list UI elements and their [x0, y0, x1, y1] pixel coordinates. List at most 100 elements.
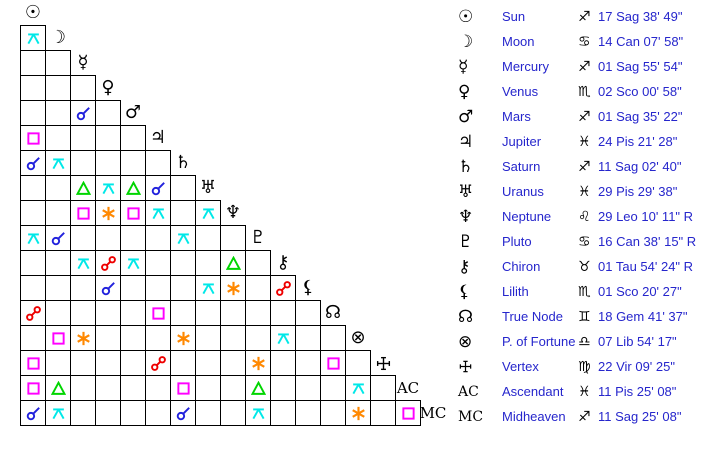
- table-row: ♂ Mars ♐ 01 Sag 35' 22": [458, 104, 682, 129]
- square-aspect-icon: [76, 206, 91, 221]
- opposition-aspect-icon: [100, 255, 116, 271]
- mercury-icon: ☿: [77, 52, 89, 73]
- conjunction-aspect-icon: [76, 106, 91, 121]
- grid-cell-pluto-x-mars: [120, 225, 146, 251]
- sun-icon: ☉: [458, 6, 474, 27]
- planet-name: Chiron: [502, 259, 541, 274]
- grid-cell-midheaven-x-ascendant: [395, 400, 421, 426]
- grid-cell-vertex-x-chiron: [270, 350, 296, 376]
- planet-position: 01 Sag 35' 22": [598, 109, 683, 124]
- square-aspect-icon: [26, 381, 41, 396]
- grid-cell-jupiter-x-moon: [45, 125, 71, 151]
- planet-name: Midheaven: [502, 409, 566, 424]
- zodiac-sign-icon: ♋: [578, 33, 591, 50]
- grid-cell-uranus-x-sun: [20, 175, 46, 201]
- grid-cell-midheaven-x-sun: [20, 400, 46, 426]
- grid-cell-part-of-fortune-x-uranus: [195, 325, 221, 351]
- midheaven-icon: MC: [458, 408, 484, 425]
- grid-cell-pluto-x-saturn: [170, 225, 196, 251]
- grid-cell-midheaven-x-true-node: [320, 400, 346, 426]
- planet-name: True Node: [502, 309, 563, 324]
- quincunx-aspect-icon: [51, 156, 66, 171]
- zodiac-sign-icon: ♏: [578, 283, 591, 300]
- grid-cell-ascendant-x-neptune: [220, 375, 246, 401]
- conjunction-aspect-icon: [26, 406, 41, 421]
- quincunx-aspect-icon: [176, 231, 191, 246]
- planet-name: Vertex: [502, 359, 539, 374]
- grid-cell-true-node-x-neptune: [220, 300, 246, 326]
- zodiac-sign-icon: ♐: [578, 408, 591, 425]
- table-row: ⚸ Lilith ♏ 01 Sco 20' 27": [458, 279, 682, 304]
- quincunx-aspect-icon: [76, 256, 91, 271]
- opposition-aspect-icon: [25, 305, 41, 321]
- grid-cell-chiron-x-jupiter: [145, 250, 171, 276]
- table-row: ♀ Venus ♏ 02 Sco 00' 58": [458, 79, 682, 104]
- zodiac-sign-icon: ♐: [578, 58, 591, 75]
- grid-cell-vertex-x-sun: [20, 350, 46, 376]
- grid-cell-ascendant-x-mars: [120, 375, 146, 401]
- planet-position: 17 Sag 38' 49": [598, 9, 683, 24]
- table-row: ♇ Pluto ♋ 16 Can 38' 15" R: [458, 229, 696, 254]
- planet-position: 01 Sag 55' 54": [598, 59, 683, 74]
- grid-cell-chiron-x-mercury: [70, 250, 96, 276]
- grid-cell-uranus-x-venus: [95, 175, 121, 201]
- venus-icon: ♀: [458, 81, 471, 102]
- grid-cell-vertex-x-moon: [45, 350, 71, 376]
- grid-cell-midheaven-x-mars: [120, 400, 146, 426]
- planet-name: Pluto: [502, 234, 532, 249]
- grid-cell-pluto-x-jupiter: [145, 225, 171, 251]
- grid-cell-true-node-x-chiron: [270, 300, 296, 326]
- square-aspect-icon: [326, 356, 341, 371]
- grid-cell-vertex-x-lilith: [295, 350, 321, 376]
- grid-cell-pluto-x-uranus: [195, 225, 221, 251]
- grid-cell-mars-x-mercury: [70, 100, 96, 126]
- grid-cell-jupiter-x-sun: [20, 125, 46, 151]
- planet-name: Mercury: [502, 59, 549, 74]
- grid-cell-neptune-x-venus: [95, 200, 121, 226]
- grid-cell-midheaven-x-chiron: [270, 400, 296, 426]
- grid-cell-neptune-x-saturn: [170, 200, 196, 226]
- mars-icon: ♂: [124, 102, 142, 123]
- grid-cell-lilith-x-mars: [120, 275, 146, 301]
- pluto-icon: ♇: [458, 231, 474, 252]
- grid-cell-midheaven-x-saturn: [170, 400, 196, 426]
- grid-cell-pluto-x-moon: [45, 225, 71, 251]
- quincunx-aspect-icon: [276, 331, 291, 346]
- grid-cell-midheaven-x-lilith: [295, 400, 321, 426]
- grid-cell-mercury-x-moon: [45, 50, 71, 76]
- midheaven-icon: MC: [419, 404, 447, 422]
- grid-cell-vertex-x-true-node: [320, 350, 346, 376]
- zodiac-sign-icon: ♏: [578, 83, 591, 100]
- grid-cell-chiron-x-sun: [20, 250, 46, 276]
- table-row: ♃ Jupiter ♓ 24 Pis 21' 28": [458, 129, 677, 154]
- grid-cell-true-node-x-pluto: [245, 300, 271, 326]
- grid-cell-pluto-x-mercury: [70, 225, 96, 251]
- true-node-icon: ☊: [325, 302, 341, 323]
- quincunx-aspect-icon: [251, 406, 266, 421]
- grid-cell-neptune-x-mercury: [70, 200, 96, 226]
- quincunx-aspect-icon: [351, 381, 366, 396]
- grid-cell-part-of-fortune-x-true-node: [320, 325, 346, 351]
- square-aspect-icon: [26, 131, 41, 146]
- grid-cell-lilith-x-neptune: [220, 275, 246, 301]
- grid-cell-ascendant-x-sun: [20, 375, 46, 401]
- square-aspect-icon: [126, 206, 141, 221]
- grid-cell-uranus-x-saturn: [170, 175, 196, 201]
- part-of-fortune-icon: ⊗: [350, 327, 366, 348]
- grid-cell-midheaven-x-part-of-fortune: [345, 400, 371, 426]
- grid-cell-uranus-x-mercury: [70, 175, 96, 201]
- grid-cell-vertex-x-part-of-fortune: [345, 350, 371, 376]
- table-row: Vertex ♍ 22 Vir 09' 25": [458, 354, 675, 379]
- moon-icon: ☽: [49, 27, 67, 48]
- neptune-icon: ♆: [458, 206, 474, 227]
- planet-name: Neptune: [502, 209, 552, 224]
- grid-cell-true-node-x-lilith: [295, 300, 321, 326]
- grid-cell-venus-x-sun: [20, 75, 46, 101]
- grid-cell-saturn-x-jupiter: [145, 150, 171, 176]
- grid-cell-part-of-fortune-x-lilith: [295, 325, 321, 351]
- square-aspect-icon: [401, 406, 416, 421]
- grid-cell-lilith-x-chiron: [270, 275, 296, 301]
- moon-icon: ☽: [458, 31, 474, 52]
- grid-cell-true-node-x-uranus: [195, 300, 221, 326]
- planet-name: Lilith: [502, 284, 529, 299]
